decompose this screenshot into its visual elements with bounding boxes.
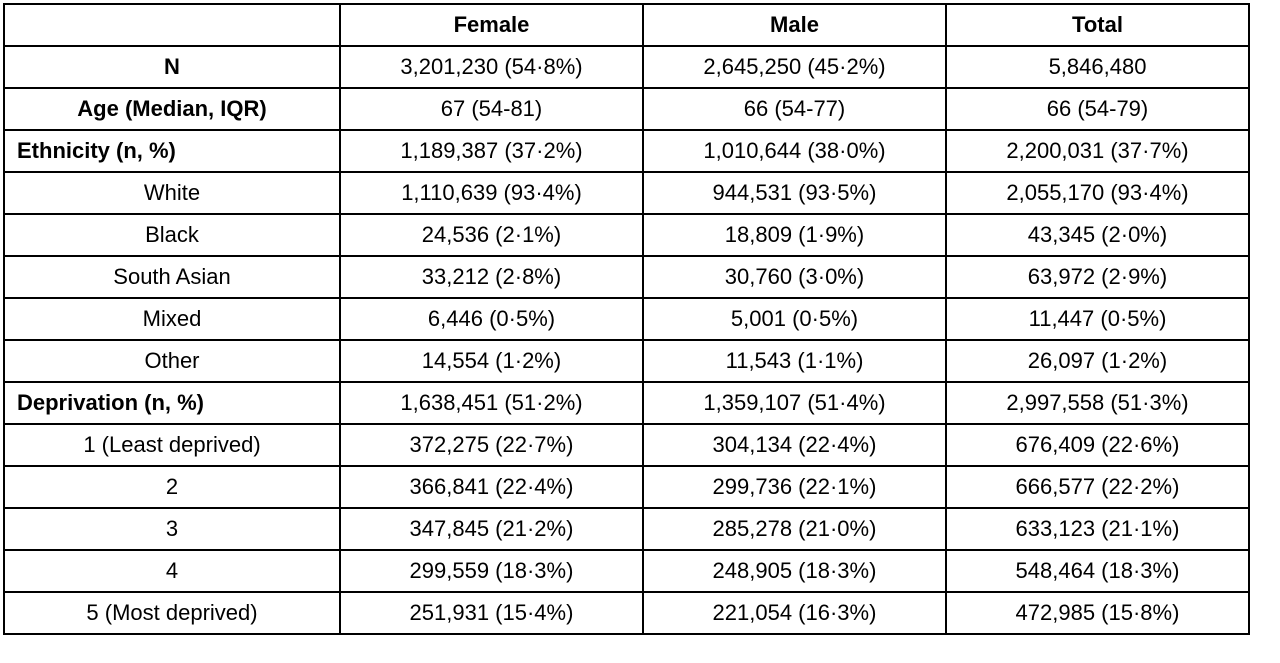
cell-female: 251,931 (15·4%) xyxy=(339,591,644,635)
cell-total: 26,097 (1·2%) xyxy=(945,339,1250,383)
header-male: Male xyxy=(642,3,947,47)
row-label: White xyxy=(3,171,341,215)
cell-male: 248,905 (18·3%) xyxy=(642,549,947,593)
cell-female: 366,841 (22·4%) xyxy=(339,465,644,509)
cell-male: 66 (54-77) xyxy=(642,87,947,131)
table-row: Black 24,536 (2·1%) 18,809 (1·9%) 43,345 (2… xyxy=(3,213,1250,257)
cell-total: 676,409 (22·6%) xyxy=(945,423,1250,467)
table-row: 5 (Most deprived) 251,931 (15·4%) 221,054 … xyxy=(3,591,1250,635)
cell-total: 2,997,558 (51·3%) xyxy=(945,381,1250,425)
cell-total: 43,345 (2·0%) xyxy=(945,213,1250,257)
cell-total: 2,055,170 (93·4%) xyxy=(945,171,1250,215)
table-row: Other 14,554 (1·2%) 11,543 (1·1%) 26,097 (1… xyxy=(3,339,1250,383)
table-row: White 1,110,639 (93·4%) 944,531 (93·5%) 2,0… xyxy=(3,171,1250,215)
table-row: 1 (Least deprived) 372,275 (22·7%) 304,134… xyxy=(3,423,1250,467)
row-label: Deprivation (n, %) xyxy=(3,381,341,425)
table-header-row: Female Male Total xyxy=(3,3,1250,47)
table-row: Ethnicity (n, %) 1,189,387 (37·2%) 1,010,6… xyxy=(3,129,1250,173)
table-row: Deprivation (n, %) 1,638,451 (51·2%) 1,359… xyxy=(3,381,1250,425)
row-label: N xyxy=(3,45,341,89)
cell-total: 2,200,031 (37·7%) xyxy=(945,129,1250,173)
table-row: N 3,201,230 (54·8%) 2,645,250 (45·2%) 5,846… xyxy=(3,45,1250,89)
table-row: South Asian 33,212 (2·8%) 30,760 (3·0%) 63,… xyxy=(3,255,1250,299)
cell-female: 14,554 (1·2%) xyxy=(339,339,644,383)
cell-male: 304,134 (22·4%) xyxy=(642,423,947,467)
cell-total: 5,846,480 xyxy=(945,45,1250,89)
cell-total: 11,447 (0·5%) xyxy=(945,297,1250,341)
row-label: Black xyxy=(3,213,341,257)
cell-total: 63,972 (2·9%) xyxy=(945,255,1250,299)
row-label: 1 (Least deprived) xyxy=(3,423,341,467)
cell-female: 1,638,451 (51·2%) xyxy=(339,381,644,425)
cell-male: 30,760 (3·0%) xyxy=(642,255,947,299)
cell-male: 1,359,107 (51·4%) xyxy=(642,381,947,425)
row-label: 2 xyxy=(3,465,341,509)
cell-male: 1,010,644 (38·0%) xyxy=(642,129,947,173)
row-label: 5 (Most deprived) xyxy=(3,591,341,635)
cell-male: 18,809 (1·9%) xyxy=(642,213,947,257)
cell-female: 3,201,230 (54·8%) xyxy=(339,45,644,89)
cell-male: 5,001 (0·5%) xyxy=(642,297,947,341)
cell-male: 221,054 (16·3%) xyxy=(642,591,947,635)
row-label: 4 xyxy=(3,549,341,593)
cell-total: 548,464 (18·3%) xyxy=(945,549,1250,593)
cell-male: 2,645,250 (45·2%) xyxy=(642,45,947,89)
demographics-table: Female Male Total N 3,201,230 (54·8%) 2,64… xyxy=(3,3,1250,635)
row-label: Mixed xyxy=(3,297,341,341)
cell-female: 33,212 (2·8%) xyxy=(339,255,644,299)
table-row: 2 366,841 (22·4%) 299,736 (22·1%) 666,577 (… xyxy=(3,465,1250,509)
cell-male: 285,278 (21·0%) xyxy=(642,507,947,551)
row-label: Age (Median, IQR) xyxy=(3,87,341,131)
cell-total: 666,577 (22·2%) xyxy=(945,465,1250,509)
table-row: Age (Median, IQR) 67 (54-81) 66 (54-77) 66 … xyxy=(3,87,1250,131)
cell-total: 66 (54-79) xyxy=(945,87,1250,131)
table-row: Mixed 6,446 (0·5%) 5,001 (0·5%) 11,447 (0·5… xyxy=(3,297,1250,341)
cell-female: 6,446 (0·5%) xyxy=(339,297,644,341)
demographics-table-container: Female Male Total N 3,201,230 (54·8%) 2,64… xyxy=(3,3,1250,635)
row-label: 3 xyxy=(3,507,341,551)
cell-female: 372,275 (22·7%) xyxy=(339,423,644,467)
cell-male: 299,736 (22·1%) xyxy=(642,465,947,509)
cell-female: 299,559 (18·3%) xyxy=(339,549,644,593)
header-total: Total xyxy=(945,3,1250,47)
header-empty-cell xyxy=(3,3,341,47)
table-body: N 3,201,230 (54·8%) 2,645,250 (45·2%) 5,846… xyxy=(3,45,1250,635)
table-row: 3 347,845 (21·2%) 285,278 (21·0%) 633,123 (… xyxy=(3,507,1250,551)
cell-male: 11,543 (1·1%) xyxy=(642,339,947,383)
cell-female: 67 (54-81) xyxy=(339,87,644,131)
cell-total: 633,123 (21·1%) xyxy=(945,507,1250,551)
row-label: South Asian xyxy=(3,255,341,299)
cell-female: 347,845 (21·2%) xyxy=(339,507,644,551)
header-female: Female xyxy=(339,3,644,47)
row-label: Other xyxy=(3,339,341,383)
row-label: Ethnicity (n, %) xyxy=(3,129,341,173)
cell-female: 1,189,387 (37·2%) xyxy=(339,129,644,173)
table-row: 4 299,559 (18·3%) 248,905 (18·3%) 548,464 (… xyxy=(3,549,1250,593)
cell-male: 944,531 (93·5%) xyxy=(642,171,947,215)
cell-total: 472,985 (15·8%) xyxy=(945,591,1250,635)
cell-female: 24,536 (2·1%) xyxy=(339,213,644,257)
cell-female: 1,110,639 (93·4%) xyxy=(339,171,644,215)
